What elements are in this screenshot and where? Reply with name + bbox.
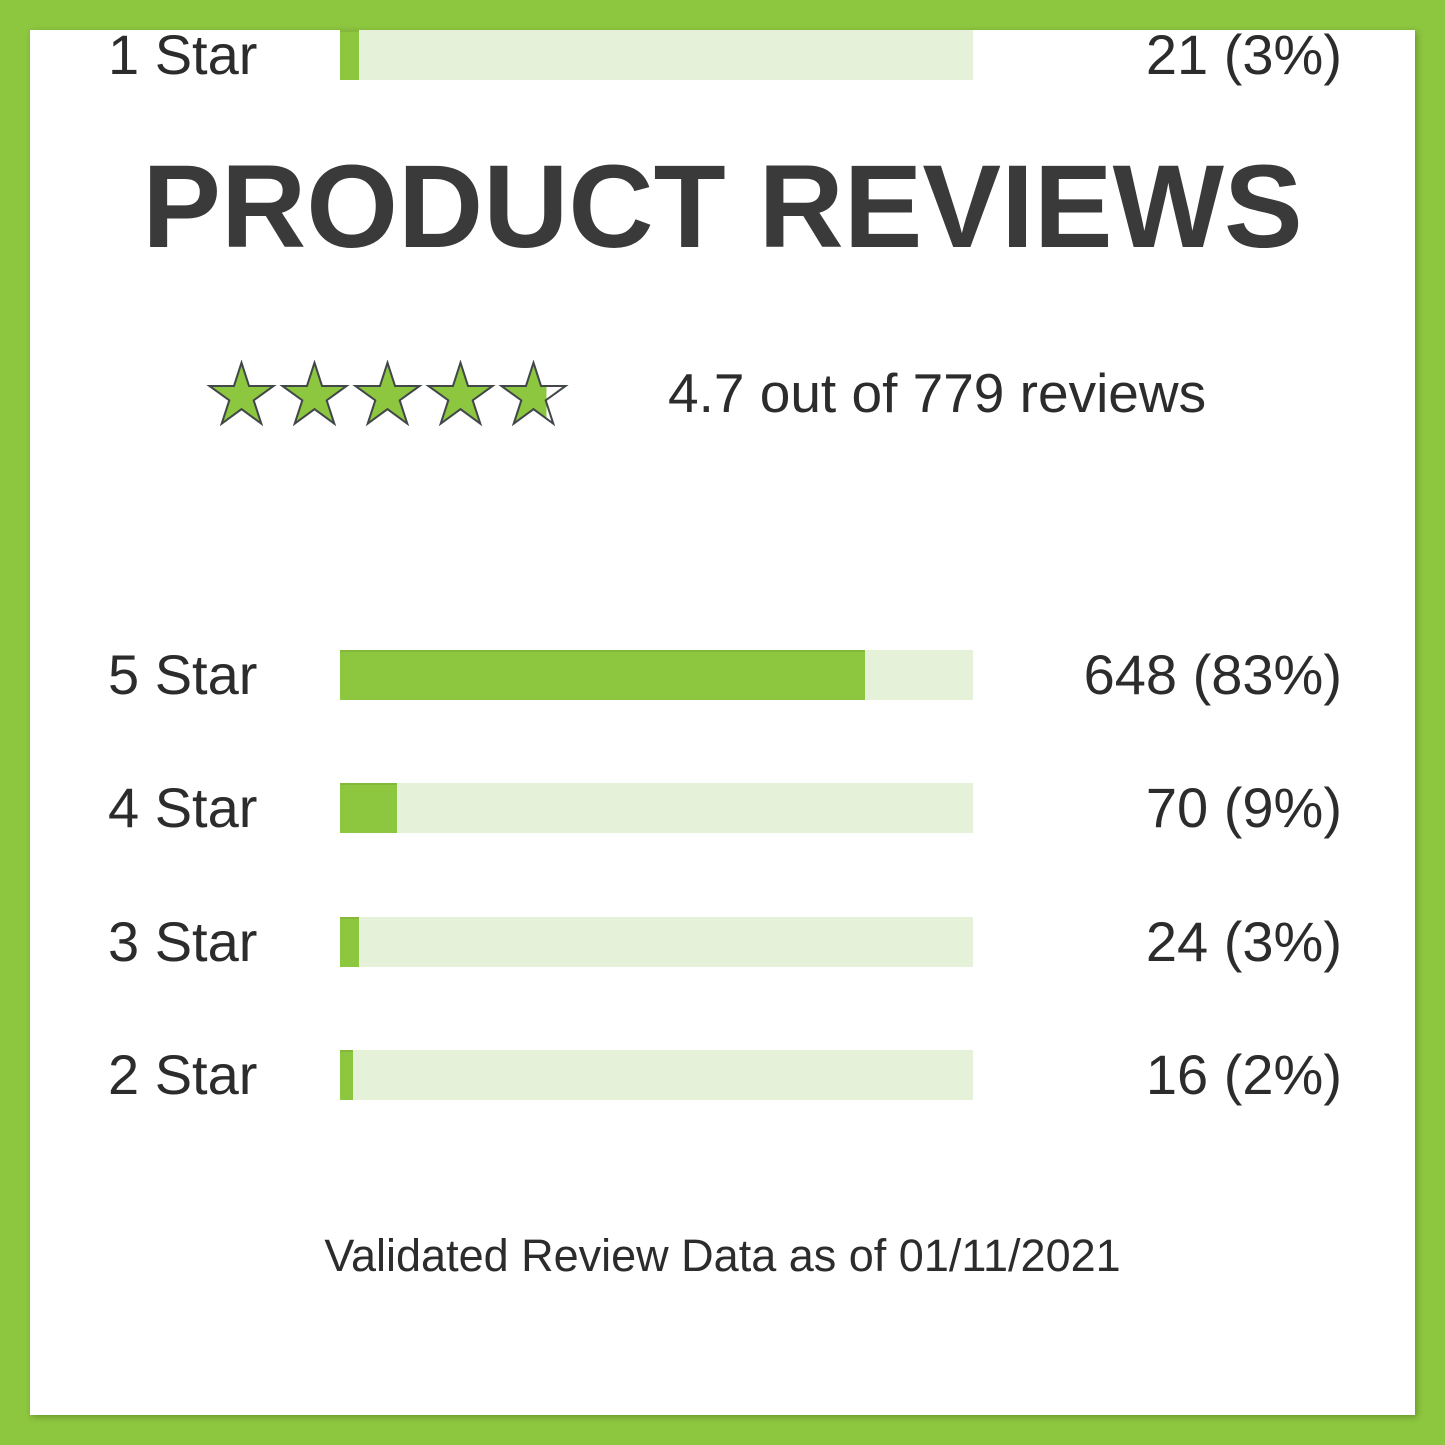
bar-fill [340,30,359,80]
footnote: Validated Review Data as of 01/11/2021 [324,1230,1121,1281]
row-label: 1 Star [108,23,258,86]
star-icon [352,360,423,426]
row-value: 16 (2%) [1145,1043,1342,1106]
bar-fill [340,1050,353,1100]
star-icon [206,360,277,426]
star-icon [425,360,496,426]
row-value: 21 (3%) [1145,23,1342,86]
row-label: 3 Star [108,910,258,973]
page-title: PRODUCT REVIEWS [142,141,1303,273]
bar-fill [340,783,397,833]
star-rating [205,360,570,426]
rating-row-1-star: 1 Star 21 (3%) [30,23,1415,86]
star-icon [279,360,350,426]
row-label: 5 Star [108,643,258,706]
bar-fill [340,650,866,700]
bar-track [340,650,973,700]
bar-track [340,1050,973,1100]
row-value: 648 (83%) [1083,643,1342,706]
rating-summary-text: 4.7 out of 779 reviews [668,362,1207,424]
row-label: 2 Star [108,1043,258,1106]
card-body: PRODUCT REVIEWS [30,23,1415,1415]
bar-fill [340,917,359,967]
star-icon-partial [498,360,569,426]
row-value: 24 (3%) [1145,910,1342,973]
rating-row-2-star: 2 Star 16 (2%) [30,1043,1415,1106]
rating-row-5-star: 5 Star 648 (83%) [30,643,1415,706]
rating-row-4-star: 4 Star 70 (9%) [30,776,1415,839]
row-value: 70 (9%) [1145,776,1342,839]
rating-row-3-star: 3 Star 24 (3%) [30,910,1415,973]
rating-summary: 4.7 out of 779 reviews [205,360,1206,426]
bar-track [340,783,973,833]
bar-track [340,917,973,967]
bar-track [340,30,973,80]
row-label: 4 Star [108,776,258,839]
